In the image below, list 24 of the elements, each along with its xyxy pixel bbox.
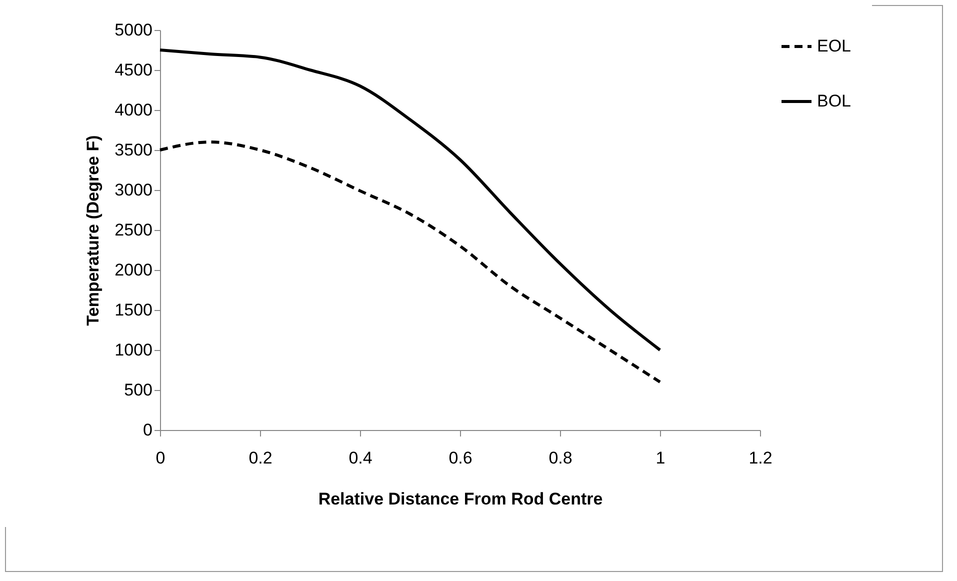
legend-label: EOL [817,36,852,56]
y-tick-label: 1000 [114,340,152,360]
y-tick-label: 4500 [114,60,152,80]
x-tick-label: 0 [156,448,166,468]
x-tick-label: 0.8 [548,448,572,468]
legend-label: BOL [817,92,852,110]
x-axis-title: Relative Distance From Rod Centre [318,490,603,508]
y-tick-label: 2500 [114,220,152,240]
x-tick-label: 1 [656,448,666,468]
y-tick-label: 500 [124,380,152,400]
line-series [158,140,662,384]
x-tick-label: 0.2 [248,448,272,468]
y-tick-label: 5000 [114,20,152,40]
y-tick-label: 3500 [114,140,152,160]
y-tick-label: 3000 [114,180,152,200]
y-axis-title: Temperature (Degree F) [84,135,103,326]
x-tick-label: 1.2 [748,448,772,468]
y-tick-label: 0 [143,420,152,440]
y-tick-label: 1500 [114,300,152,320]
y-tick-label: 4000 [114,100,152,120]
y-tick-label: 2000 [114,260,152,280]
x-tick-label: 0.6 [448,448,472,468]
x-tick-label: 0.4 [348,448,372,468]
line-series [158,48,662,352]
